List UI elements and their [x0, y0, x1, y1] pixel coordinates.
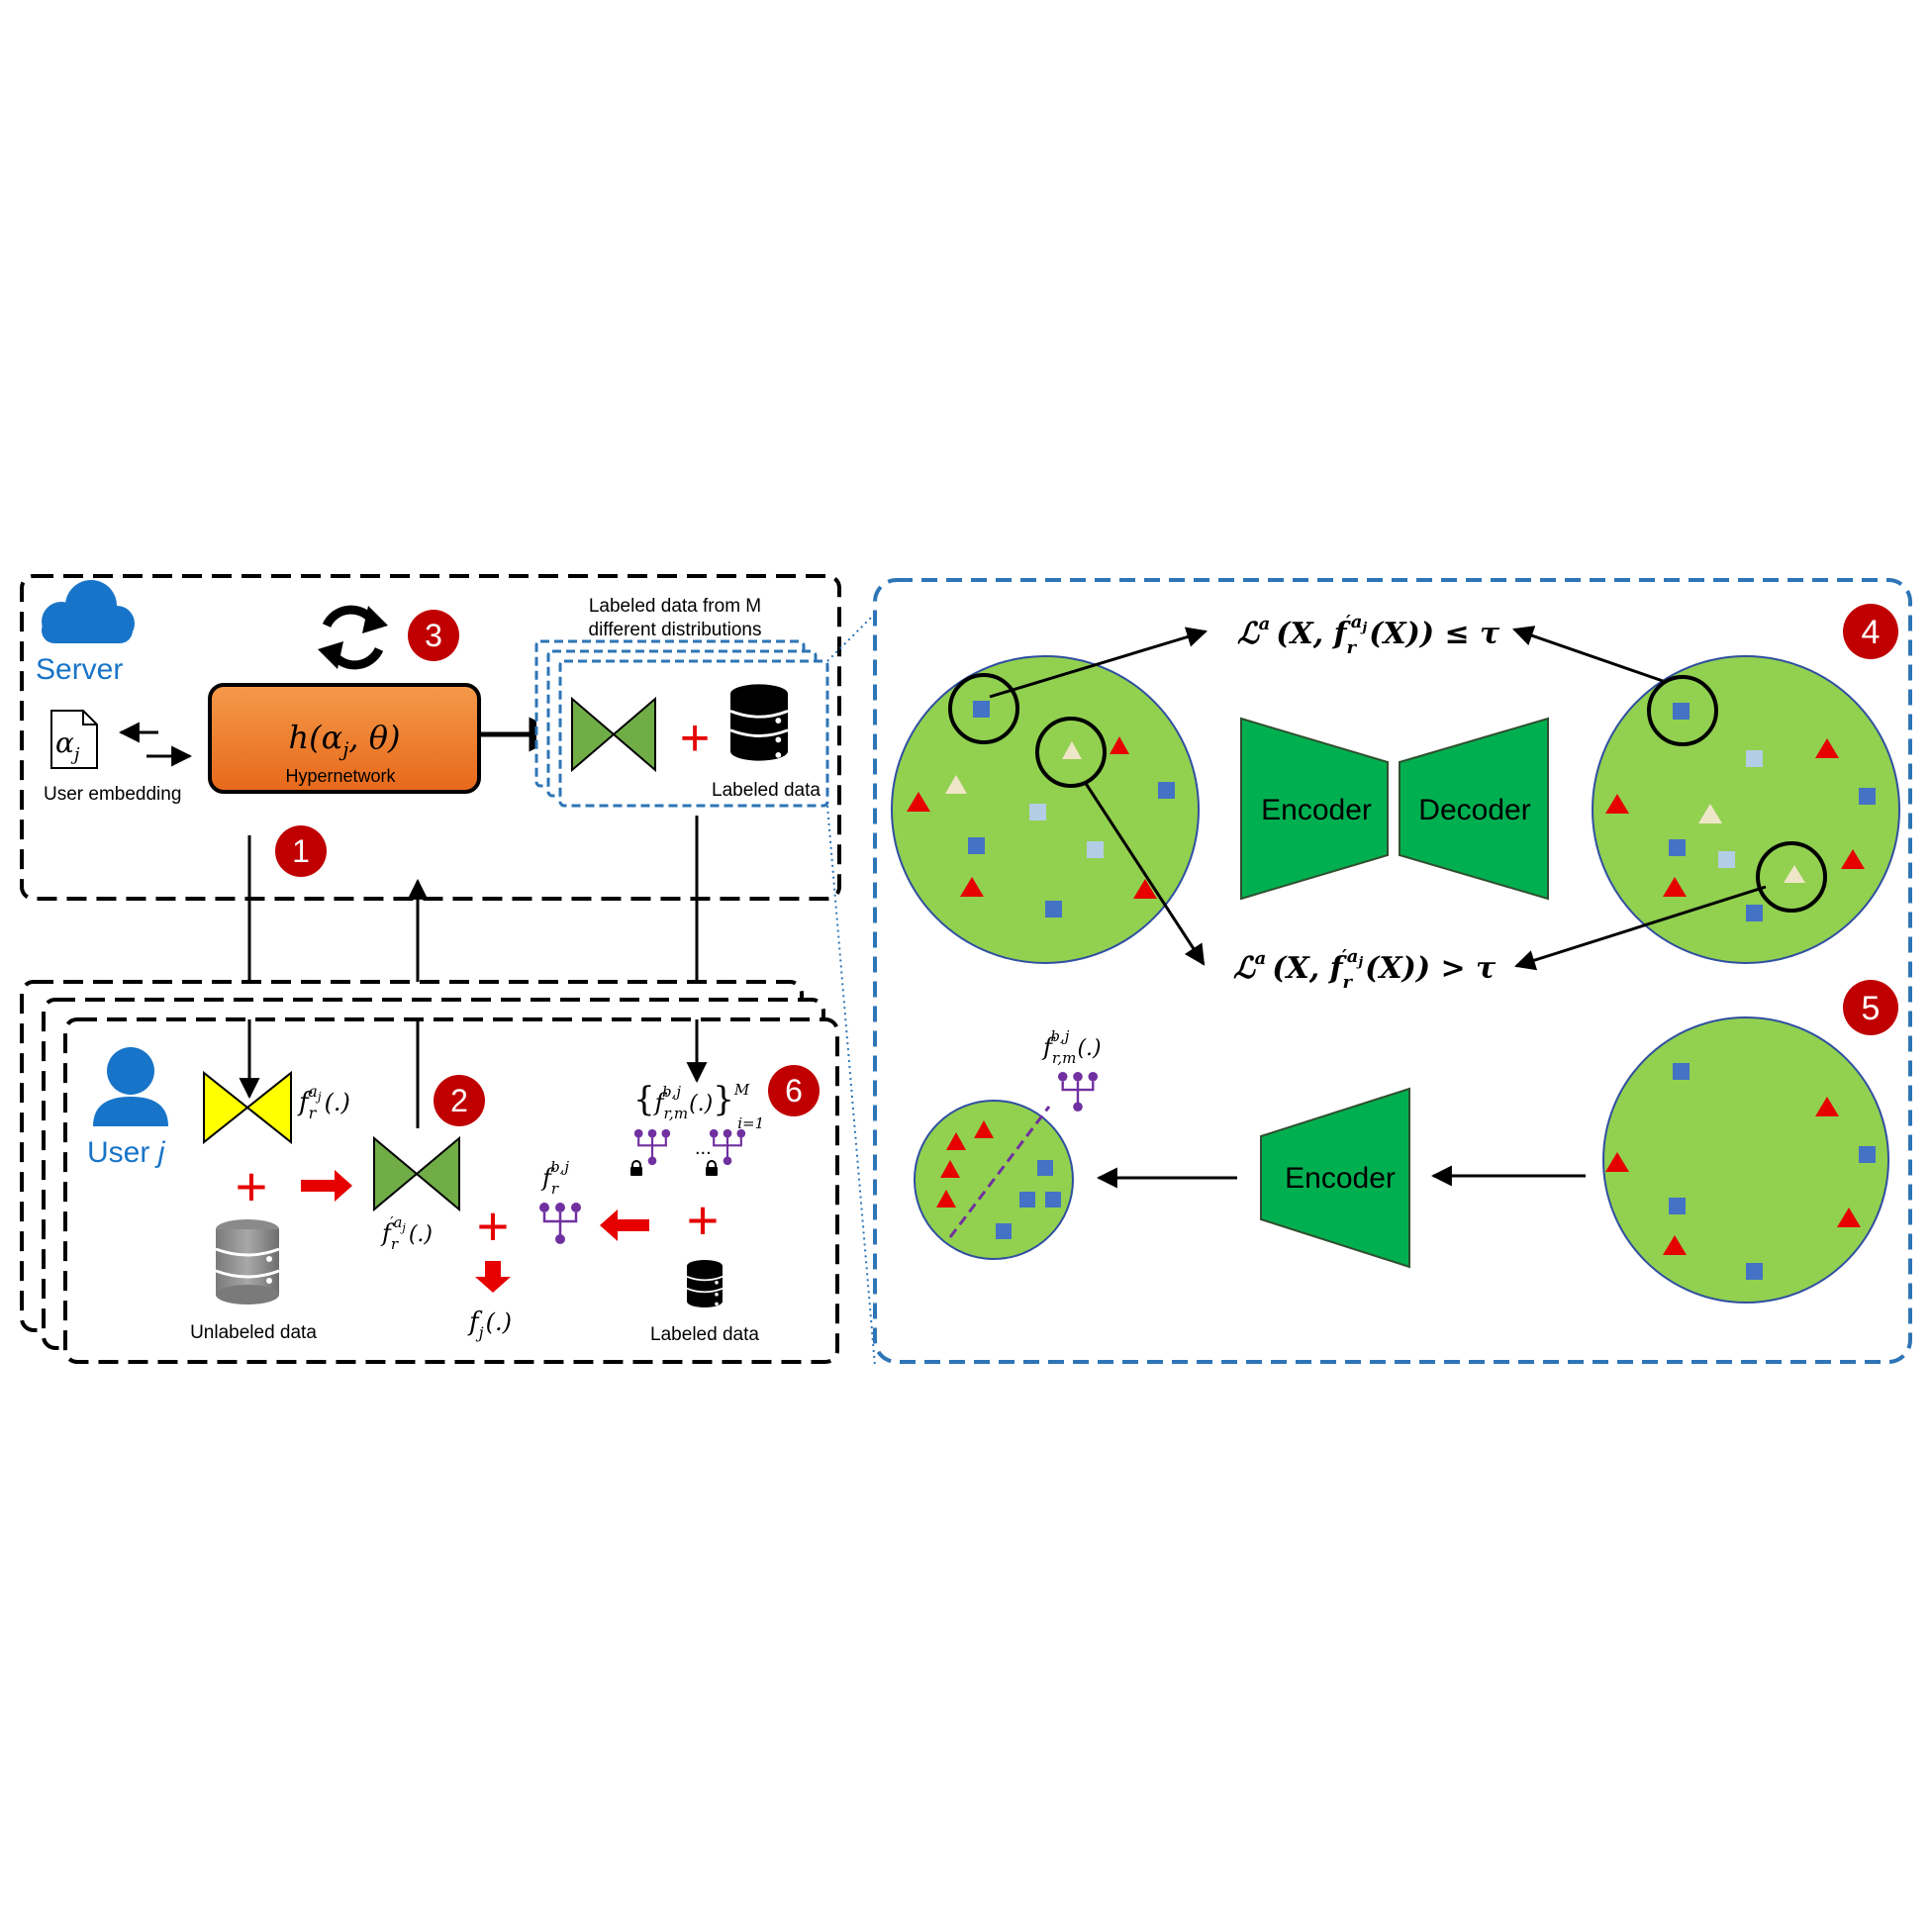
decision-boundary [948, 1106, 1051, 1238]
zoom-connector-top [826, 613, 876, 662]
arrow-left2-to-eq-gt [1083, 781, 1206, 966]
hypernetwork-label: Hypernetwork [285, 766, 396, 786]
client-plus-icon-3: + [687, 1189, 720, 1251]
loss-eq-le: ℒa (X, fr′aj(X)) ≤ τ [1237, 612, 1500, 658]
f-set-label: {fr,mb,j (.)}M i=1 [633, 1080, 764, 1132]
unlabeled-label: Unlabeled data [190, 1322, 317, 1343]
right-circle-points [1605, 703, 1876, 921]
refresh-arrowhead-2 [318, 641, 343, 669]
server-data-heading-2: different distributions [589, 620, 762, 640]
highlight-circle-right-2 [1756, 841, 1827, 913]
decoder-label: Decoder [1418, 794, 1530, 826]
left-circle-points [907, 701, 1175, 918]
user-icon [93, 1047, 168, 1126]
green-autoencoder-icon [373, 1135, 460, 1212]
step-4-badge: 4 [1843, 604, 1898, 659]
client-labeled-label: Labeled data [650, 1324, 759, 1345]
document-icon [50, 710, 98, 769]
server-data-heading-1: Labeled data from M [589, 596, 761, 617]
f-r-prime-label: fr′aj (.) [380, 1213, 433, 1253]
svg-text:3: 3 [425, 618, 442, 653]
client-labeled-database-icon [687, 1259, 723, 1308]
svg-text:6: 6 [785, 1073, 803, 1109]
refresh-arrowhead-1 [362, 606, 388, 633]
server-autoencoder-icon [571, 696, 656, 773]
server-database-icon [730, 683, 788, 762]
red-arrow-left [600, 1209, 649, 1241]
encoder-only [1260, 1087, 1410, 1269]
input-space-points [1605, 1063, 1876, 1280]
f-rm-label: fr,mb,j (.) [1041, 1027, 1102, 1067]
heads-ellipsis: ... [695, 1137, 712, 1159]
encoder-label: Encoder [1261, 794, 1372, 826]
embedding-label: User embedding [44, 784, 181, 805]
highlight-circle-left-1 [948, 673, 1019, 744]
input-space-circle [1602, 1016, 1889, 1304]
latent-small-points [936, 1120, 1061, 1239]
f-r-b-label: frb,j [540, 1158, 569, 1198]
highlight-circle-left-2 [1035, 717, 1107, 788]
step-6-badge: 6 [768, 1065, 820, 1116]
step-2-badge: 2 [434, 1075, 485, 1126]
embedding-symbol: αj [55, 726, 80, 765]
svg-text:4: 4 [1862, 614, 1881, 651]
server-plus-icon: + [680, 710, 710, 767]
cloud-icon [42, 580, 135, 643]
red-arrow-down [475, 1261, 511, 1293]
loss-eq-gt: ℒa (X, fr′aj(X)) > τ [1233, 946, 1497, 993]
arrow-right1-to-eq-le [1512, 626, 1664, 683]
step-5-badge: 5 [1843, 980, 1898, 1035]
client-plus-icon-2: + [477, 1195, 510, 1257]
hypernetwork-box [208, 683, 481, 794]
f-r-aj-label: fraj (.) [297, 1082, 350, 1122]
svg-text:5: 5 [1862, 990, 1881, 1027]
svg-text:1: 1 [292, 833, 310, 869]
arrow-left1-to-eq-le [989, 627, 1208, 699]
highlight-circle-right-1 [1647, 675, 1718, 746]
autoencoder-decoder [1399, 717, 1549, 901]
autoencoder-encoder [1240, 717, 1389, 901]
encoder-only-label: Encoder [1285, 1162, 1396, 1195]
yellow-autoencoder-icon [203, 1070, 292, 1145]
server-box [20, 574, 841, 901]
svg-text:2: 2 [450, 1083, 468, 1118]
client-plus-icon-1: + [236, 1155, 268, 1217]
arrow-right2-to-eq-gt [1513, 885, 1767, 971]
step-3-badge: 3 [408, 610, 459, 661]
server-db-label: Labeled data [712, 780, 821, 801]
detail-panel [873, 578, 1912, 1364]
server-label: Server [36, 653, 123, 686]
unlabeled-database-icon [215, 1219, 280, 1304]
step-1-badge: 1 [275, 825, 327, 877]
head-icon-panel5 [1057, 1071, 1099, 1112]
hypernetwork-formula: h(αj, θ) [289, 719, 401, 761]
f-j-label: fj(.) [467, 1307, 512, 1342]
user-label: User j [87, 1136, 166, 1169]
red-arrow-right [301, 1170, 352, 1202]
